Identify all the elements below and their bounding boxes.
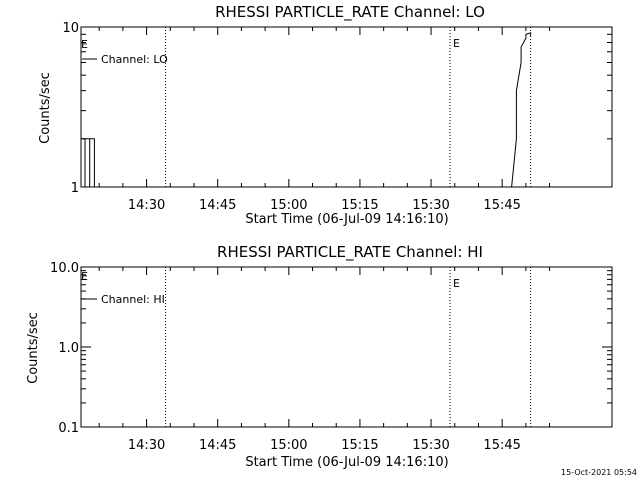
- panel-lo-x-tick-label: 15:00: [270, 198, 307, 213]
- panel-hi-x-tick-label: 14:45: [199, 438, 236, 453]
- panel-lo-x-tick-label: 15:45: [483, 198, 520, 213]
- panel-hi-x-tick-label: 15:15: [341, 438, 378, 453]
- panel-hi-x-tick-label: 15:45: [483, 438, 520, 453]
- panel-lo-y-tick-label: 1: [71, 181, 79, 196]
- panel-lo: RHESSI PARTICLE_RATE Channel: LO Counts/…: [38, 3, 613, 227]
- panel-lo-x-tick-label: 15:15: [341, 198, 378, 213]
- panel-hi-title: RHESSI PARTICLE_RATE Channel: HI: [217, 243, 483, 262]
- panel-lo-x-tick-label: 14:30: [128, 198, 165, 213]
- panel-lo-plot-frame: [80, 26, 613, 188]
- panel-hi-x-tick-label: 15:30: [412, 438, 449, 453]
- panel-lo-vertical-marker-label: E: [453, 37, 460, 50]
- panel-hi-ylabel: Counts/sec: [26, 312, 41, 384]
- panel-hi-y-tick-label: 10.0: [50, 261, 79, 276]
- panel-hi: RHESSI PARTICLE_RATE Channel: HI Counts/…: [26, 243, 613, 470]
- panel-lo-series-line: [81, 32, 532, 188]
- panel-lo-x-tick-label: 14:45: [199, 198, 236, 213]
- panel-lo-edge-marker-label: E: [81, 38, 88, 51]
- panel-hi-vertical-marker-label: E: [453, 277, 460, 290]
- panel-hi-y-tick-label: 0.1: [58, 421, 79, 436]
- panel-hi-x-tick-label: 15:00: [270, 438, 307, 453]
- panel-hi-legend-label: Channel: HI: [101, 293, 165, 306]
- panel-lo-ylabel: Counts/sec: [38, 72, 53, 144]
- panel-lo-x-tick-label: 15:30: [412, 198, 449, 213]
- panel-lo-xlabel: Start Time (06-Jul-09 14:16:10): [245, 212, 448, 227]
- generation-timestamp: 15-Oct-2021 05:54: [561, 468, 637, 477]
- panel-hi-marks: 14:30 14:45 15:00 15:15 15:30 15:45 0.1 1.0 10.0…: [50, 261, 613, 453]
- panel-hi-edge-marker-label: E: [81, 270, 88, 283]
- panel-lo-title: RHESSI PARTICLE_RATE Channel: LO: [215, 3, 485, 22]
- panel-hi-x-tick-label: 14:30: [128, 438, 165, 453]
- panel-hi-xlabel: Start Time (06-Jul-09 14:16:10): [245, 455, 448, 470]
- panel-lo-legend-label: Channel: LO: [101, 53, 168, 66]
- panel-lo-y-tick-label: 10: [62, 21, 79, 36]
- panel-hi-plot-frame: [80, 266, 613, 428]
- panel-hi-y-tick-label: 1.0: [58, 341, 79, 356]
